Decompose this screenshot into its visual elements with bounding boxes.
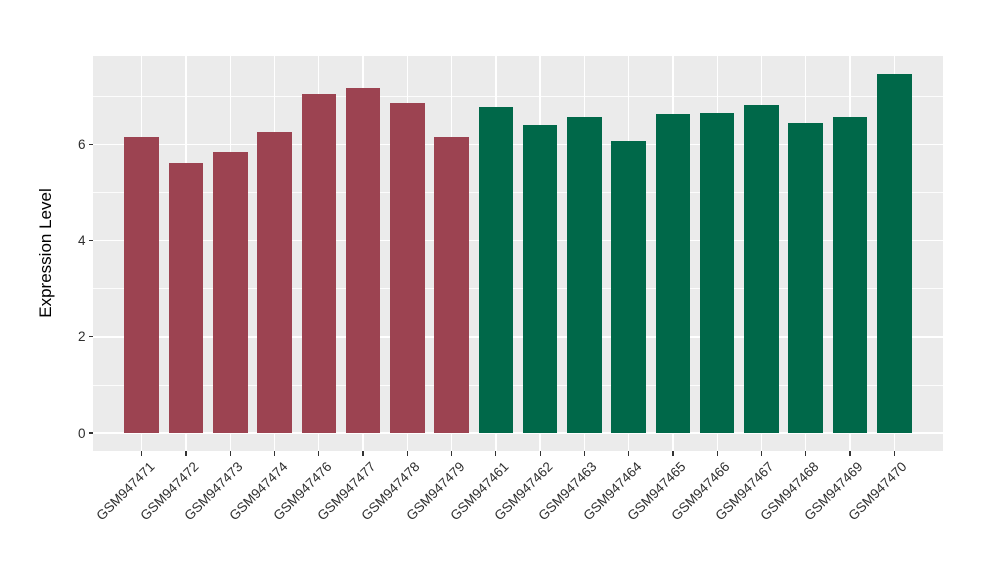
plot-panel [93, 56, 943, 451]
x-tick-mark-GSM947463 [583, 451, 585, 456]
bar-GSM947472 [168, 163, 204, 433]
gridline-minor-y5 [93, 192, 943, 193]
bar-GSM947474 [257, 131, 292, 433]
gridline-major-y6 [93, 143, 943, 146]
bar-GSM947473 [212, 152, 248, 433]
gridline-minor-y1 [93, 384, 943, 386]
gridline-major-y4 [93, 239, 943, 242]
x-tick-mark-GSM947469 [849, 451, 851, 456]
x-tick-mark-GSM947462 [539, 451, 541, 456]
x-tick-mark-GSM947479 [450, 451, 453, 456]
gridline-major-y2 [93, 336, 943, 338]
bar-GSM947465 [655, 114, 691, 433]
y-tick-mark-0 [88, 432, 93, 434]
bar-GSM947461 [478, 106, 514, 433]
gridline-major-y0 [93, 432, 943, 434]
x-tick-mark-GSM947461 [495, 451, 497, 456]
x-tick-mark-GSM947474 [273, 451, 276, 456]
y-tick-label-4: 4 [77, 233, 86, 249]
x-tick-mark-GSM947468 [805, 451, 807, 456]
y-axis-title-text: Expression Level [36, 188, 55, 318]
bar-GSM947477 [345, 88, 381, 433]
x-tick-mark-GSM947477 [362, 451, 364, 456]
gridline-minor-y7 [93, 96, 943, 97]
x-tick-mark-GSM947472 [185, 451, 187, 456]
y-tick-mark-2 [88, 336, 93, 338]
bar-GSM947479 [434, 136, 469, 433]
x-tick-mark-GSM947478 [406, 451, 408, 456]
bar-GSM947468 [788, 123, 824, 433]
gridline-minor-y3 [93, 288, 943, 290]
y-tick-label-0: 0 [77, 425, 86, 441]
bar-GSM947478 [390, 102, 425, 433]
bar-GSM947463 [567, 117, 602, 433]
y-tick-mark-6 [88, 143, 93, 146]
bar-GSM947466 [699, 112, 735, 433]
y-tick-label-6: 6 [77, 136, 86, 152]
bar-GSM947464 [611, 140, 646, 433]
bar-GSM947469 [832, 117, 868, 433]
x-tick-mark-GSM947470 [893, 451, 895, 456]
y-tick-label-2: 2 [77, 329, 86, 345]
x-tick-mark-GSM947473 [229, 451, 231, 456]
x-tick-mark-GSM947476 [318, 451, 320, 456]
bar-GSM947462 [522, 125, 558, 433]
bar-GSM947471 [124, 137, 159, 433]
x-tick-mark-GSM947465 [672, 451, 674, 456]
x-tick-mark-GSM947466 [716, 451, 718, 456]
x-tick-mark-GSM947467 [760, 451, 763, 456]
y-tick-mark-4 [88, 240, 93, 242]
bar-GSM947476 [301, 93, 337, 433]
x-tick-mark-GSM947464 [628, 451, 630, 456]
bar-GSM947470 [877, 74, 912, 433]
bar-GSM947467 [744, 105, 779, 433]
x-tick-mark-GSM947471 [141, 451, 143, 456]
